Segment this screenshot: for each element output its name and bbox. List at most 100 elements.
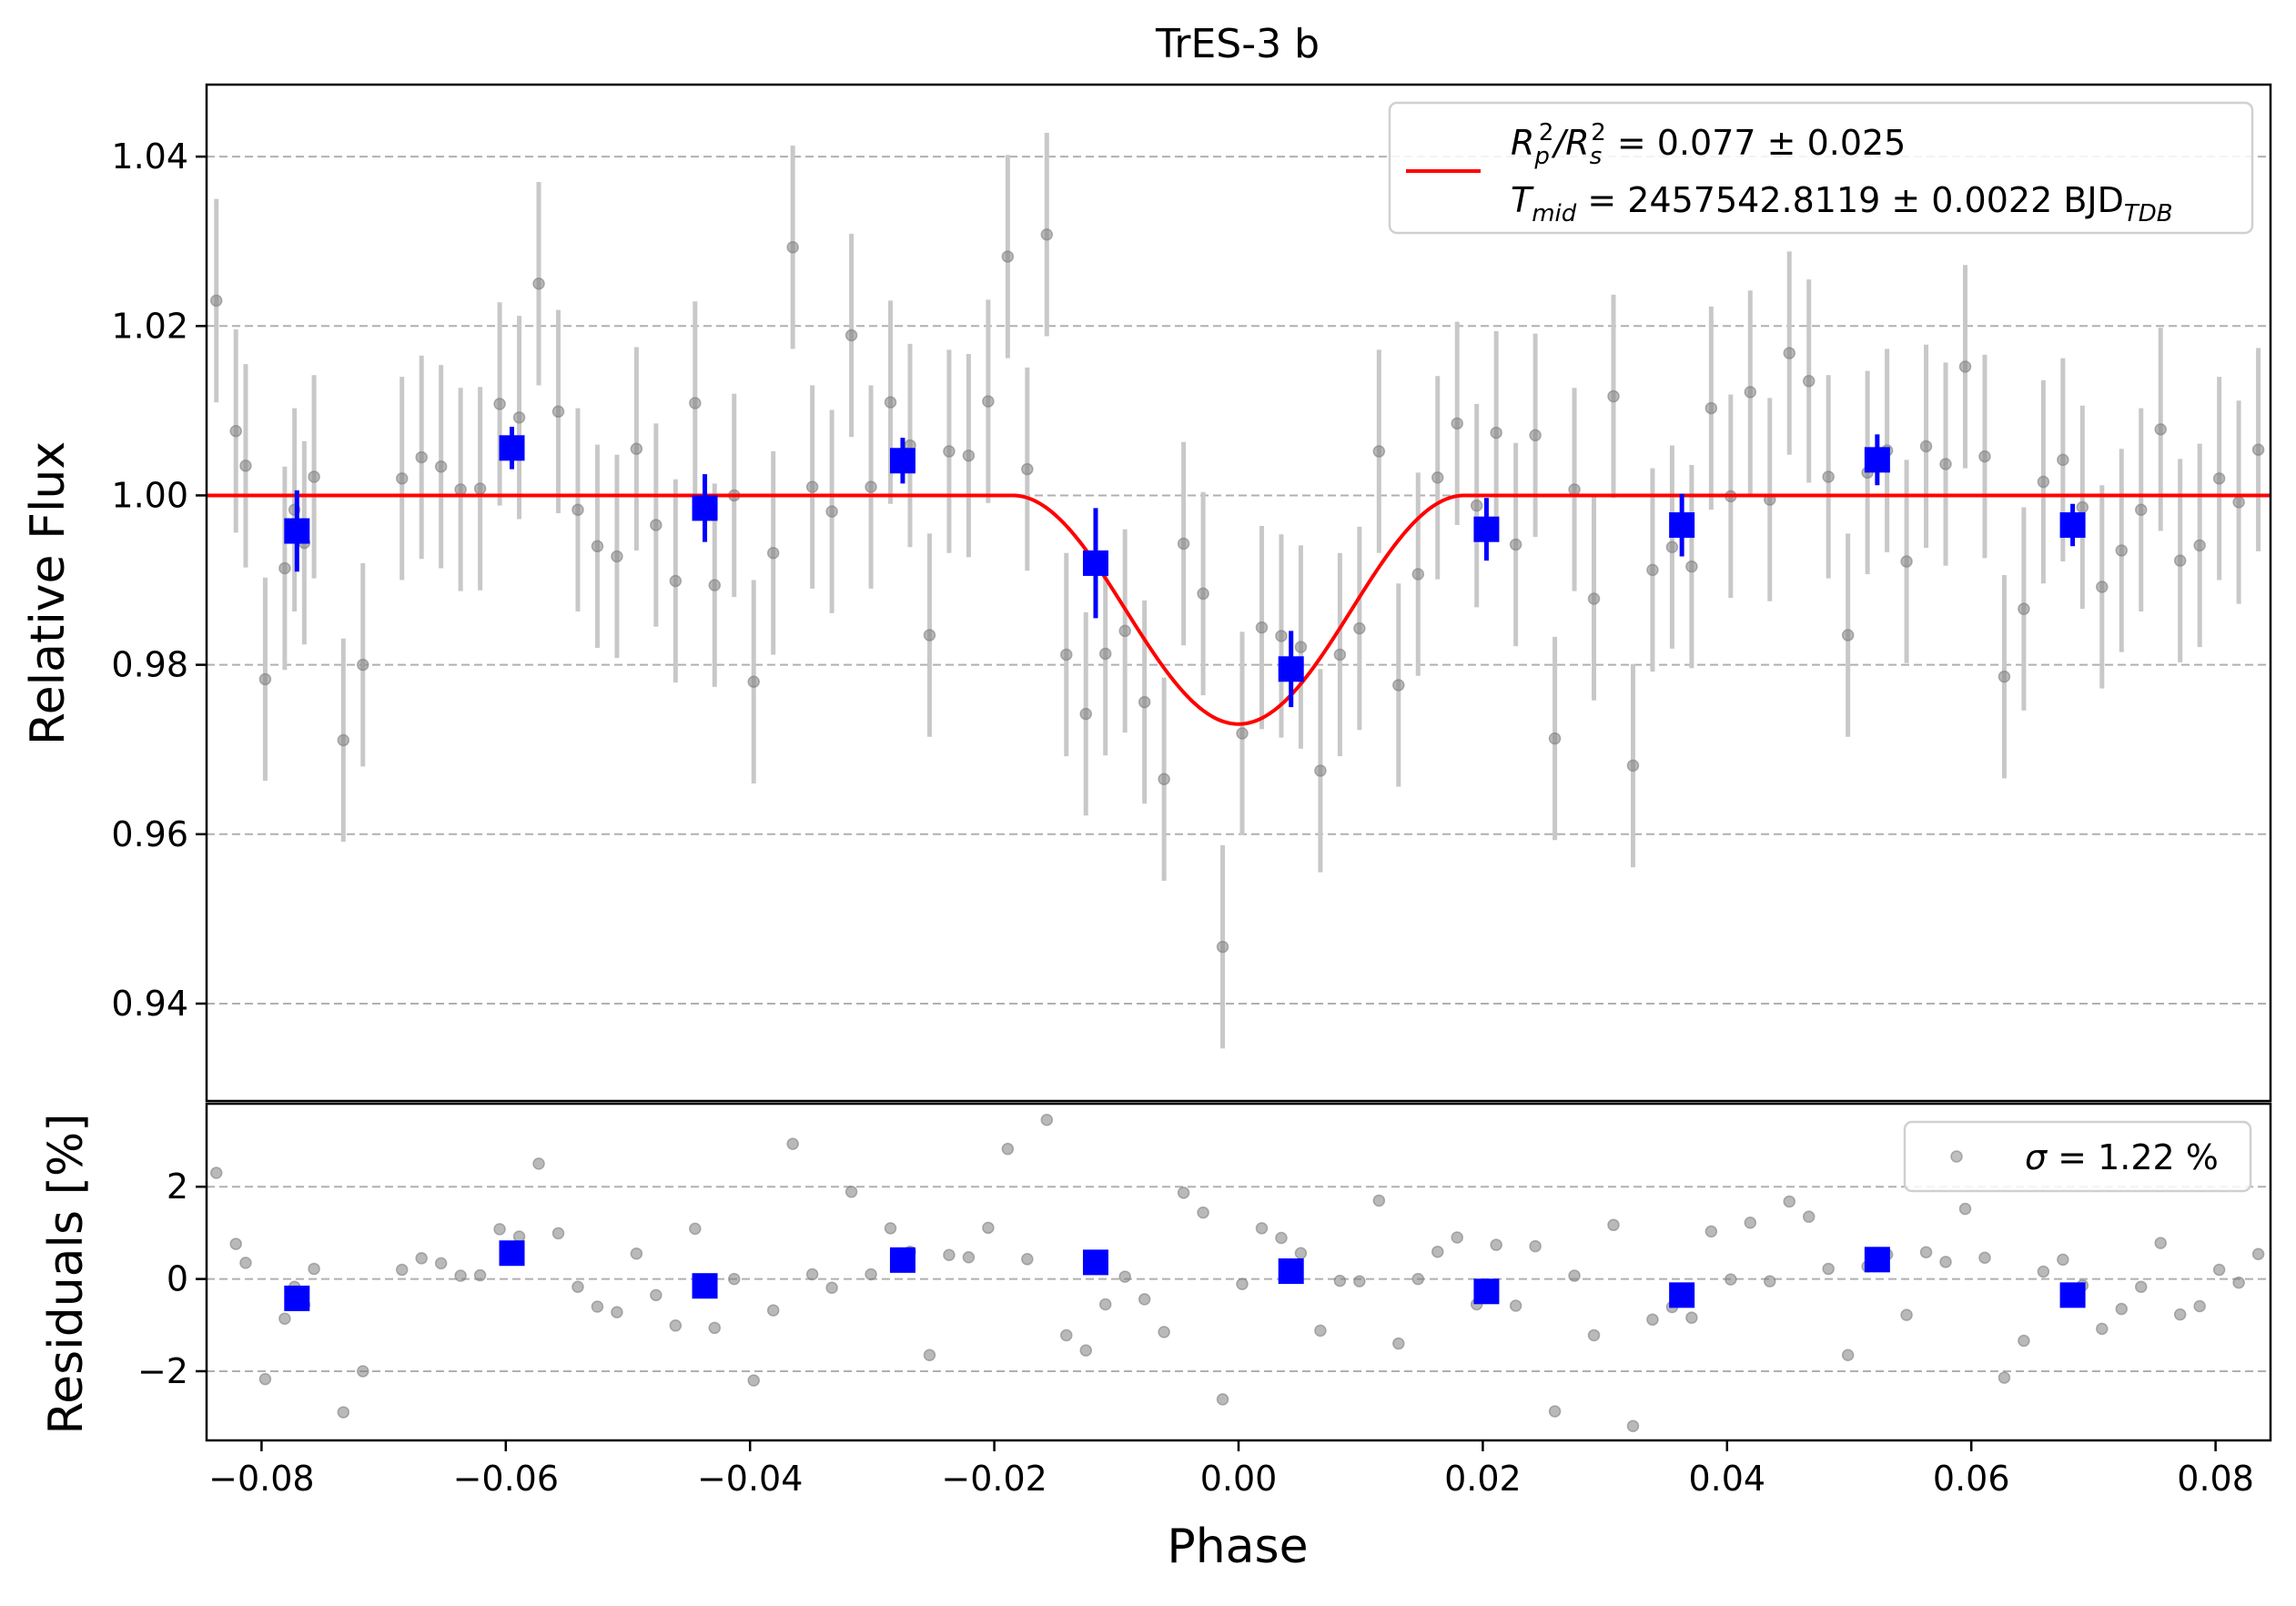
residual-point [669,1319,683,1332]
x-tick-label: 0.02 [1444,1459,1522,1499]
residual-point [1197,1206,1209,1219]
x-tick-label: −0.06 [453,1459,559,1499]
residual-point [923,1348,936,1361]
residual-point [2057,1253,2069,1267]
x-tick-label: 0.00 [1200,1459,1278,1499]
legend-depth-text: Rp2/Rs2 = 0.077 ± 0.025 [1511,119,1906,170]
residual-point [865,1268,877,1281]
raw-point [884,396,897,409]
residual-point [1704,1225,1718,1238]
top-y-tick-label: 0.96 [111,814,188,854]
raw-point [689,397,702,409]
residual-point [1216,1393,1229,1406]
raw-point [532,277,545,290]
raw-point [1685,560,1698,573]
residual-point [1509,1299,1522,1312]
raw-point [923,629,936,641]
residual-point [943,1248,956,1261]
top-binned-points [284,427,2086,708]
binned-residual [1864,1247,1890,1273]
raw-point [473,482,487,495]
raw-point [2193,539,2206,552]
raw-point [1392,679,1405,692]
raw-point [1665,540,1679,553]
raw-point [630,442,643,456]
raw-point [1607,389,1620,403]
residual-point [2251,1247,2265,1260]
bottom-raw-points [209,1113,2265,1433]
binned-point [889,448,915,474]
raw-point [805,480,819,493]
legend-tmid-value: = 2457542.8119 ± 0.0022 BJD [1576,180,2124,220]
residual-point [962,1251,976,1264]
raw-point [708,579,722,591]
legend-tmid-text: Tmid = 2457542.8119 ± 0.0022 BJDTDB [1511,180,2173,227]
top-y-ticks: 0.94 0.96 0.98 1.00 1.02 1.04 [111,136,207,1024]
raw-point [337,733,350,747]
raw-point [209,294,223,308]
binned-residual [284,1285,310,1311]
x-tick-label: −0.02 [941,1459,1047,1499]
raw-point [1138,695,1151,709]
legend-depth-sub2: s [1590,143,1603,170]
raw-point [1372,445,1386,458]
raw-point [2057,453,2069,467]
residual-point [2018,1334,2030,1348]
residual-point [1822,1262,1835,1276]
raw-point [1978,449,1991,463]
residual-point [2212,1263,2226,1277]
residual-point [1236,1278,1249,1290]
legend-depth-sup2: 2 [1591,119,1606,146]
chart-title: TrES-3 b [1155,21,1320,67]
binned-residual [2059,1282,2086,1308]
top-panel-frame [205,83,2272,1103]
bottom-legend-sigma: σ [2025,1137,2048,1177]
top-y-tick-label: 1.04 [111,136,188,177]
residual-point [551,1227,565,1240]
residuals-panel: −2 0 2 −0.08 −0.06 −0.04 −0.02 0.00 0.02 0.04 0.0… [39,1102,2272,1574]
raw-point [1118,624,1131,638]
raw-point [2232,496,2245,509]
bottom-x-ticks: −0.08 −0.06 −0.04 −0.02 0.00 0.02 0.04 0.06 0.08 [208,1440,2254,1499]
binned-point [1278,656,1304,682]
raw-point [2134,503,2148,517]
residual-point [1021,1253,1034,1266]
residual-point [2154,1237,2167,1249]
raw-point [1333,648,1347,662]
x-tick-label: −0.04 [697,1459,803,1499]
bottom-y-ticks: −2 0 2 [137,1167,207,1391]
raw-point [1451,417,1463,430]
raw-point [1275,630,1288,642]
residual-point [1900,1308,1913,1321]
legend-depth-sub1: p [1533,143,1550,170]
raw-point [1216,940,1229,954]
raw-point [1001,250,1015,263]
raw-point [1568,483,1581,496]
residual-point [493,1223,506,1236]
residual-point [1001,1142,1015,1156]
residual-point [708,1321,722,1335]
binned-residual [1473,1278,1500,1305]
residual-point [258,1372,272,1386]
raw-point [1958,360,1972,373]
residual-point [357,1365,369,1378]
residual-point [1392,1337,1405,1350]
residual-point [1764,1275,1776,1288]
raw-point [1158,773,1170,786]
residual-point [2193,1299,2206,1313]
legend-depth-sup1: 2 [1539,119,1554,146]
raw-point [229,424,242,438]
raw-point [1197,587,1209,601]
raw-point [845,328,858,342]
raw-point [825,505,838,518]
residual-point [1060,1328,1073,1342]
residual-point [727,1272,741,1286]
residual-point [337,1406,350,1419]
residual-point [1607,1218,1620,1232]
residual-point [532,1157,545,1170]
residual-point [308,1262,320,1276]
transit-model-curve [207,493,2271,726]
residual-point [1568,1269,1581,1282]
bottom-legend: σ = 1.22 % [1903,1120,2252,1193]
raw-point [258,672,272,686]
